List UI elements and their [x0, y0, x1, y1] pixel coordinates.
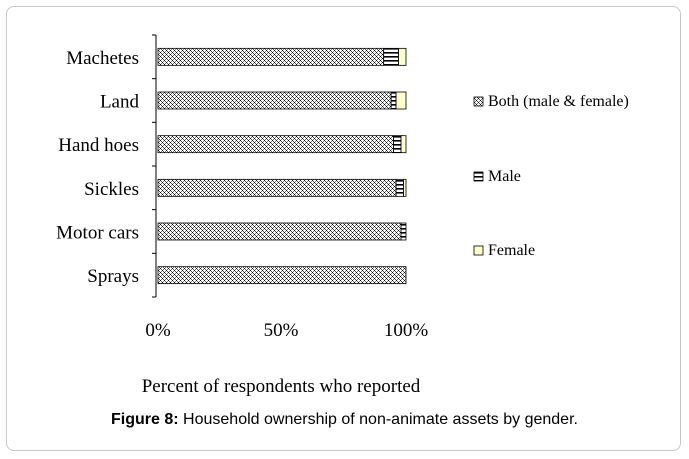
legend-swatch-male	[473, 171, 484, 182]
legend-label-both-male-female: Both (male & female)	[488, 93, 629, 110]
figure-caption: Figure 8: Household ownership of non-ani…	[0, 411, 689, 429]
category-label-hand-hoes: Hand hoes	[58, 135, 139, 156]
category-label-motor-cars: Motor cars	[56, 223, 139, 244]
legend-swatch-female	[473, 245, 484, 256]
bar-male-machetes	[383, 47, 399, 66]
bar-male-motor-cars	[400, 222, 407, 241]
caption-label: Figure 8:	[111, 411, 179, 428]
x-tick-label: 100%	[384, 320, 429, 341]
bar-male-hand-hoes	[393, 135, 402, 154]
bar-female-sickles	[403, 178, 407, 197]
x-tick-label: 0%	[145, 320, 171, 341]
bar-male-sickles	[395, 178, 404, 197]
bar-female-hand-hoes	[400, 135, 407, 154]
bar-female-machetes	[398, 47, 407, 66]
bar-female-land	[395, 91, 407, 110]
bar-both-male-female-sprays	[157, 266, 407, 285]
category-label-sprays: Sprays	[87, 266, 139, 287]
bar-both-male-female-land	[157, 91, 392, 110]
legend-label-female: Female	[488, 242, 535, 259]
bar-both-male-female-machetes	[157, 47, 385, 66]
bar-male-land	[390, 91, 397, 110]
category-label-machetes: Machetes	[66, 48, 139, 69]
bar-both-male-female-motor-cars	[157, 222, 402, 241]
legend-label-male: Male	[488, 168, 521, 185]
bar-both-male-female-sickles	[157, 178, 397, 197]
category-label-land: Land	[100, 92, 140, 113]
caption-text: Household ownership of non-animate asset…	[178, 411, 578, 428]
chart: Machetes Land Hand hoes Sickles Motor cars Sp…	[56, 34, 629, 397]
category-label-sickles: Sickles	[84, 179, 139, 200]
x-axis-label: Percent of respondents who reported	[142, 376, 421, 397]
bar-both-male-female-hand-hoes	[157, 135, 395, 154]
x-tick-label: 50%	[264, 320, 299, 341]
legend-swatch-both-male-female	[473, 96, 484, 107]
